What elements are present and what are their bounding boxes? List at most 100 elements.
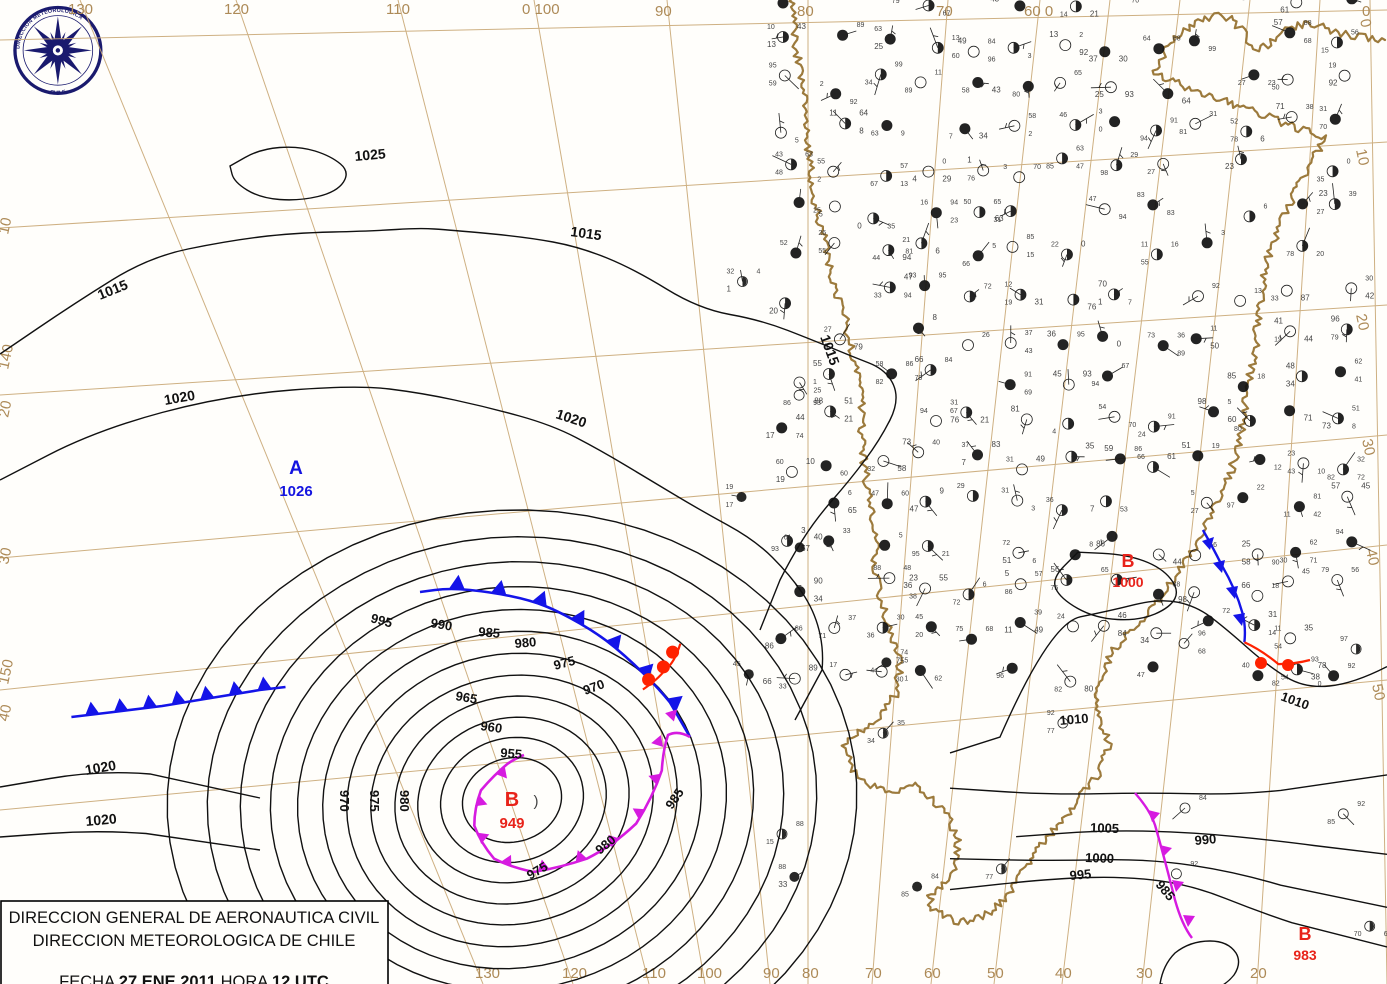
svg-text:5: 5: [1191, 490, 1195, 497]
svg-text:13: 13: [1254, 288, 1262, 295]
svg-text:11: 11: [1283, 512, 1290, 519]
svg-text:983: 983: [1293, 947, 1317, 963]
svg-text:91: 91: [1170, 118, 1178, 125]
svg-text:83: 83: [1137, 192, 1145, 199]
svg-text:92: 92: [1357, 801, 1365, 808]
svg-text:​): ​): [534, 793, 539, 810]
svg-text:10: 10: [806, 457, 815, 466]
svg-text:5: 5: [992, 243, 996, 250]
svg-text:82: 82: [1272, 681, 1280, 688]
svg-text:43: 43: [1025, 348, 1033, 355]
svg-text:72: 72: [984, 284, 992, 291]
svg-text:3: 3: [1028, 53, 1032, 60]
svg-text:949: 949: [499, 815, 524, 832]
svg-text:70: 70: [1131, 0, 1139, 5]
svg-text:44: 44: [1304, 334, 1313, 343]
svg-text:65: 65: [994, 199, 1002, 206]
svg-text:37: 37: [962, 442, 970, 449]
svg-text:91: 91: [1024, 372, 1032, 379]
svg-text:67: 67: [1122, 363, 1130, 370]
svg-text:7: 7: [949, 134, 953, 141]
svg-text:43: 43: [990, 0, 999, 4]
svg-text:72: 72: [1002, 540, 1010, 547]
svg-text:93: 93: [1083, 370, 1092, 379]
svg-text:63: 63: [995, 214, 1004, 223]
svg-text:58: 58: [897, 464, 906, 473]
svg-text:7: 7: [962, 458, 967, 467]
svg-text:20: 20: [1250, 965, 1267, 982]
svg-text:54: 54: [1274, 643, 1282, 650]
svg-text:74: 74: [796, 433, 804, 440]
svg-text:96: 96: [996, 673, 1004, 680]
svg-text:60: 60: [840, 471, 848, 478]
svg-text:11: 11: [1274, 625, 1281, 632]
svg-text:48: 48: [903, 565, 911, 572]
svg-text:50: 50: [964, 199, 972, 206]
svg-text:67: 67: [943, 11, 951, 18]
svg-text:86: 86: [906, 361, 914, 368]
svg-text:30: 30: [1365, 275, 1373, 282]
svg-text:120: 120: [224, 1, 249, 18]
svg-text:57: 57: [900, 163, 908, 170]
svg-text:27: 27: [1317, 209, 1325, 216]
svg-text:5: 5: [795, 138, 799, 145]
svg-text:84: 84: [1199, 795, 1207, 802]
svg-text:40: 40: [814, 532, 823, 541]
svg-text:2: 2: [1079, 32, 1083, 39]
svg-text:56: 56: [1351, 567, 1359, 574]
svg-text:1010: 1010: [1059, 711, 1089, 728]
svg-text:60: 60: [1228, 415, 1237, 424]
svg-text:9: 9: [901, 131, 905, 138]
svg-text:71: 71: [1304, 414, 1313, 423]
svg-text:93: 93: [909, 273, 917, 280]
svg-text:39: 39: [1034, 610, 1042, 617]
svg-text:27: 27: [1147, 169, 1155, 176]
svg-text:93: 93: [771, 546, 779, 553]
svg-text:42: 42: [1313, 512, 1321, 519]
svg-text:2: 2: [1028, 131, 1032, 138]
svg-text:71: 71: [1276, 102, 1285, 111]
svg-text:1026: 1026: [279, 483, 312, 500]
svg-text:36: 36: [1046, 497, 1054, 504]
svg-text:3: 3: [801, 526, 806, 535]
svg-text:5: 5: [819, 212, 823, 219]
svg-text:25: 25: [814, 388, 822, 395]
svg-text:1: 1: [1098, 297, 1103, 306]
svg-text:65: 65: [1101, 567, 1109, 574]
svg-text:85: 85: [1027, 234, 1035, 241]
svg-text:47: 47: [1076, 163, 1084, 170]
svg-text:55: 55: [1141, 259, 1149, 266]
svg-text:33: 33: [1271, 296, 1279, 303]
svg-text:38: 38: [909, 594, 917, 601]
svg-text:69: 69: [1024, 390, 1032, 397]
svg-text:49: 49: [1036, 454, 1045, 463]
svg-text:4: 4: [757, 269, 761, 276]
svg-text:19: 19: [776, 475, 785, 484]
svg-text:95: 95: [769, 63, 777, 70]
svg-text:30: 30: [897, 615, 905, 622]
svg-text:11: 11: [935, 69, 942, 76]
svg-text:33: 33: [779, 684, 787, 691]
svg-text:975: 975: [367, 790, 382, 812]
svg-text:10: 10: [1352, 147, 1372, 167]
svg-text:37: 37: [1025, 330, 1033, 337]
svg-text:84: 84: [1118, 629, 1127, 638]
svg-text:94: 94: [1119, 214, 1127, 221]
svg-text:6: 6: [1264, 203, 1268, 210]
svg-text:19: 19: [1005, 300, 1013, 307]
svg-text:80: 80: [802, 965, 819, 982]
svg-text:44: 44: [796, 413, 805, 422]
svg-text:86: 86: [1005, 589, 1013, 596]
svg-text:78: 78: [1318, 661, 1327, 670]
svg-text:86: 86: [783, 400, 791, 407]
svg-text:29: 29: [957, 483, 965, 490]
svg-text:58: 58: [1028, 113, 1036, 120]
svg-text:64: 64: [1182, 97, 1191, 106]
svg-text:90: 90: [655, 3, 672, 20]
svg-text:47: 47: [910, 505, 919, 514]
svg-text:66: 66: [763, 677, 772, 686]
svg-text:96: 96: [988, 57, 996, 64]
svg-text:16: 16: [1171, 241, 1179, 248]
svg-text:84: 84: [931, 874, 939, 881]
svg-text:10: 10: [767, 24, 775, 31]
